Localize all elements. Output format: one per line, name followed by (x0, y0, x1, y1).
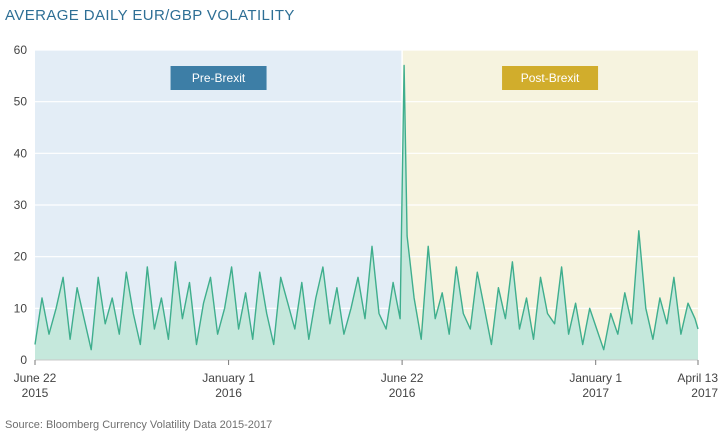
y-tick-label: 10 (14, 301, 28, 315)
area-layer (34, 64, 699, 360)
chart-source: Source: Bloomberg Currency Volatility Da… (5, 419, 273, 431)
y-tick-label: 40 (14, 146, 28, 160)
post-brexit-badge (502, 66, 599, 90)
grid-layer (35, 49, 698, 360)
post-brexit-label: Post-Brexit (521, 71, 580, 85)
x-tick-year: 2015 (22, 386, 49, 400)
pre-brexit-badge (170, 66, 267, 90)
x-tick-label: January 1 (202, 371, 255, 385)
x-tick-year: 2017 (691, 386, 718, 400)
x-tick-year: 2016 (215, 386, 242, 400)
series-line (34, 64, 699, 351)
series-area (35, 65, 698, 360)
x-tick-label: June 22 (381, 371, 424, 385)
pre-brexit-label: Pre-Brexit (192, 71, 246, 85)
x-tick-year: 2017 (582, 386, 609, 400)
x-tick-label: April 13 (677, 371, 718, 385)
y-tick-label: 0 (20, 353, 27, 367)
badge-layer: Pre-Brexit Post-Brexit (170, 66, 599, 90)
x-tick-year: 2016 (389, 386, 416, 400)
y-tick-label: 50 (14, 95, 28, 109)
x-tick-label: June 22 (14, 371, 57, 385)
y-tick-label: 20 (14, 250, 28, 264)
y-tick-label: 30 (14, 198, 28, 212)
chart-title: AVERAGE DAILY EUR/GBP VOLATILITY (5, 7, 295, 24)
y-tick-label: 60 (14, 43, 28, 57)
x-tick-label: January 1 (569, 371, 622, 385)
